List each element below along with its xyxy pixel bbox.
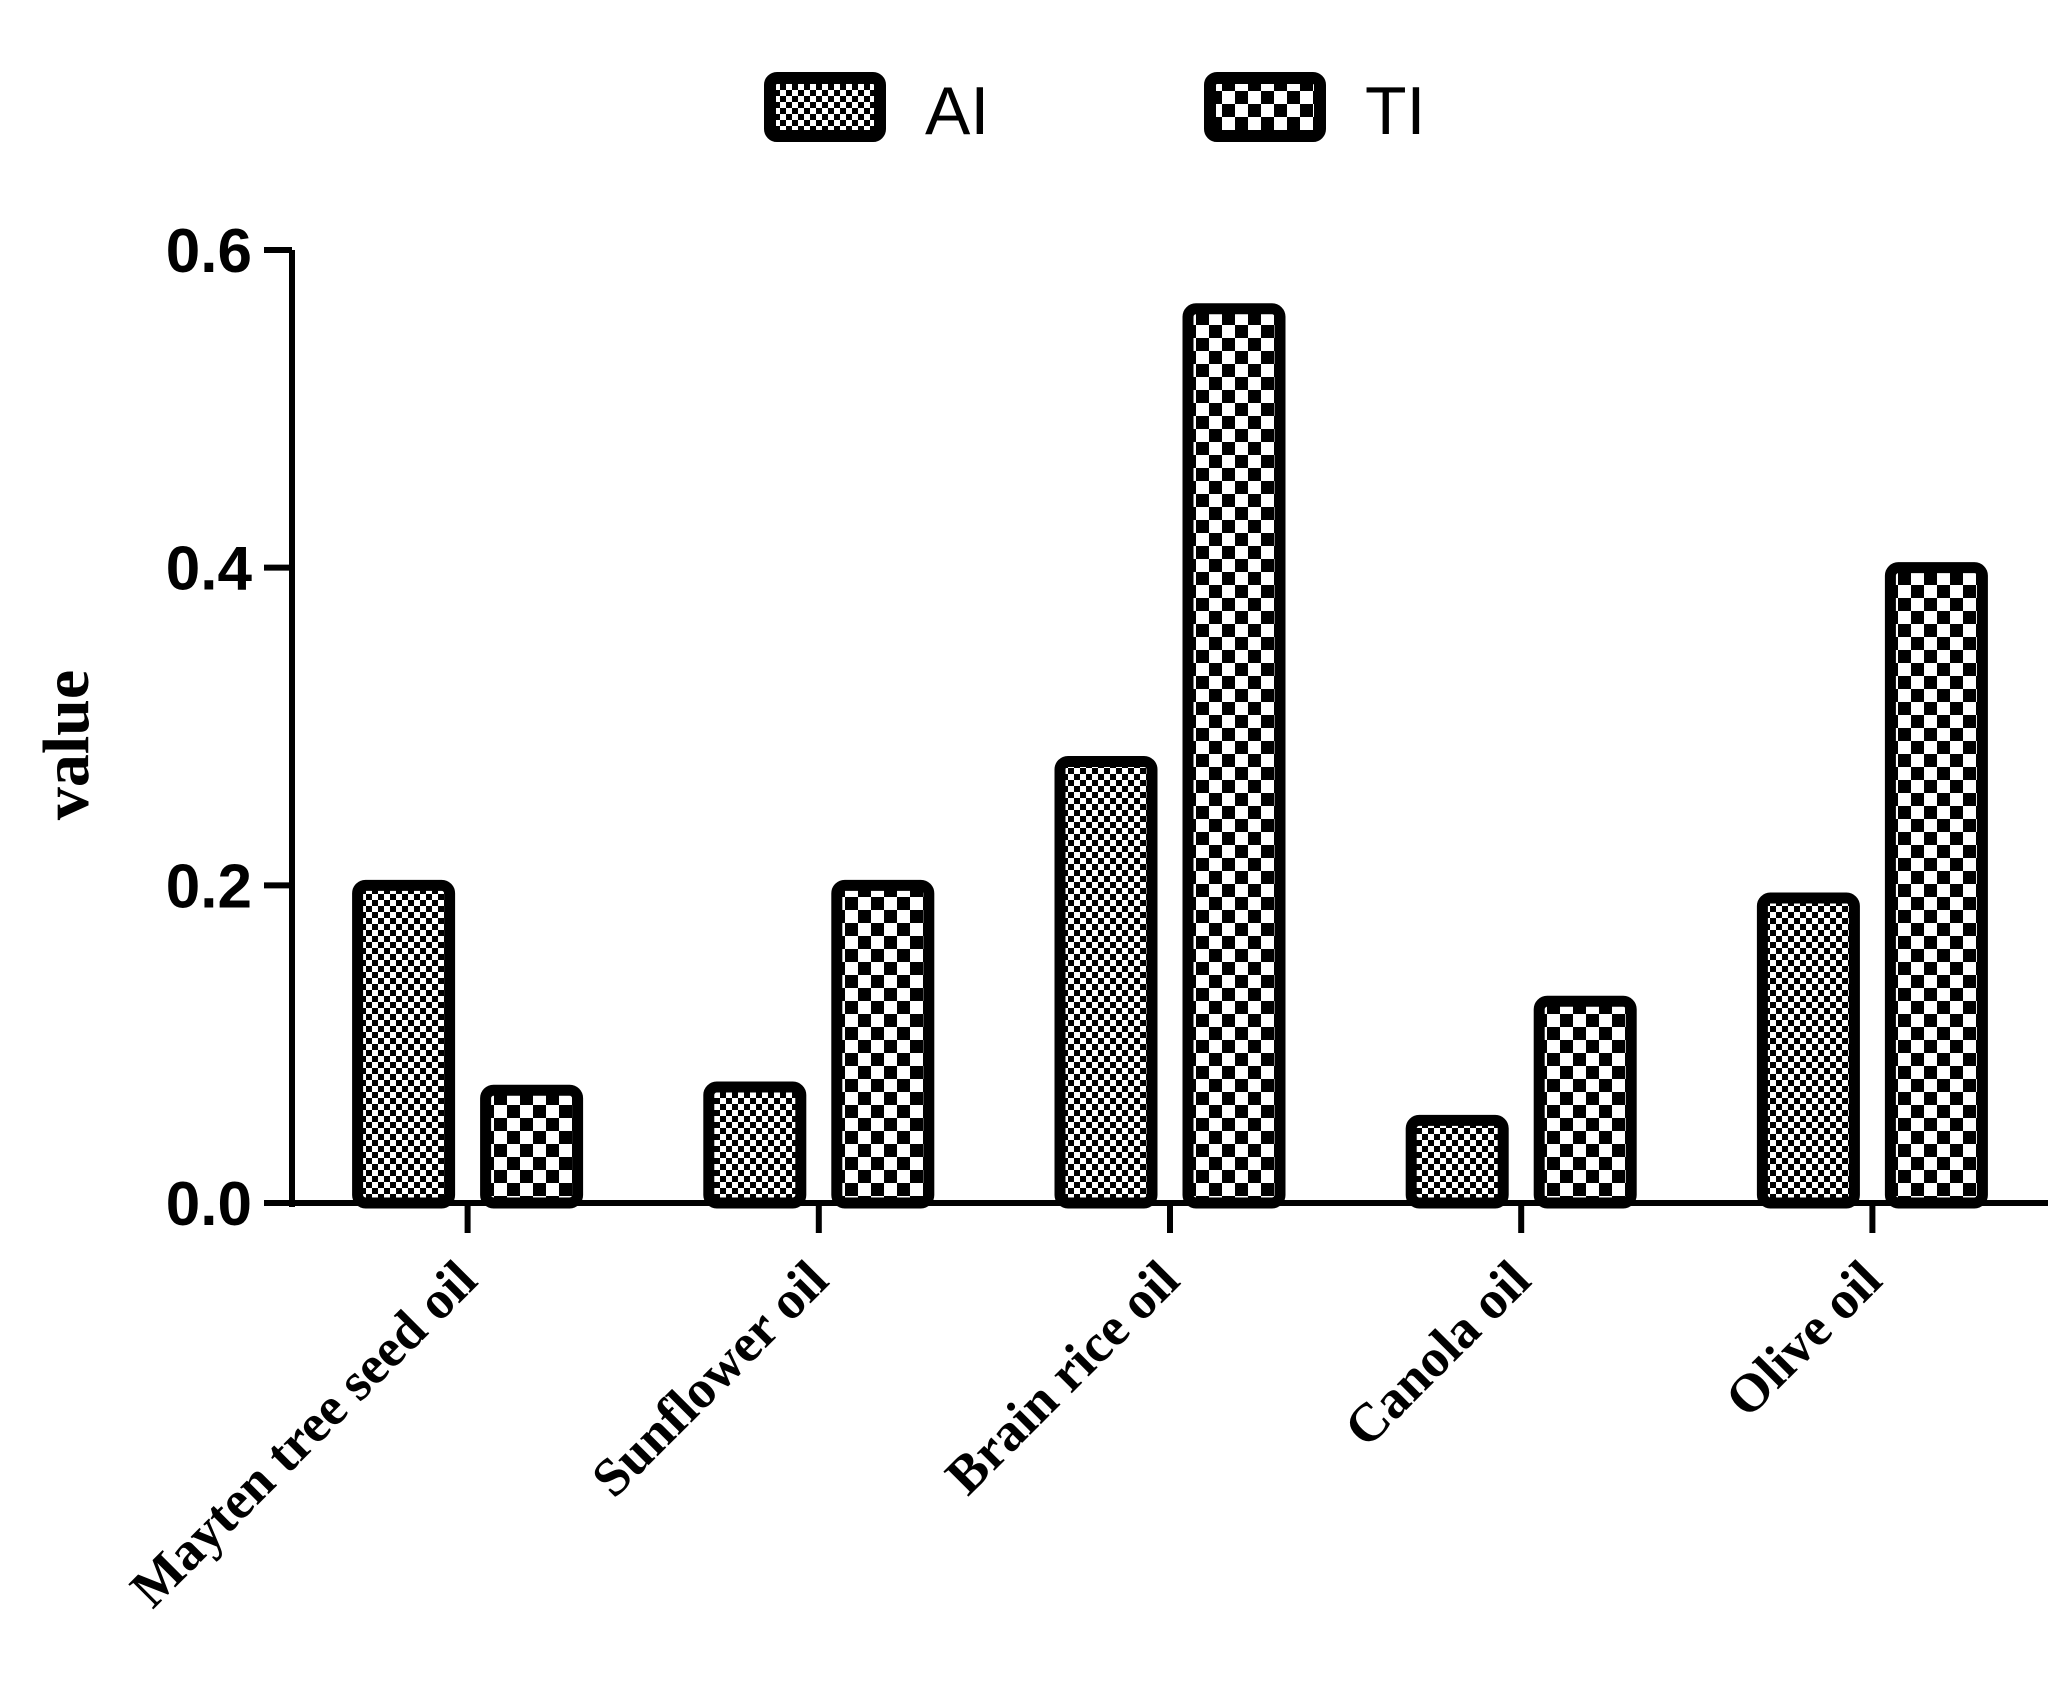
- bar-ai: [703, 1081, 807, 1209]
- legend-swatch-ai: [764, 72, 886, 142]
- legend-swatch-ti: [1204, 72, 1326, 142]
- bar-ai: [1054, 755, 1158, 1209]
- y-axis: 0.0 0.2 0.4 0.6: [166, 217, 295, 1239]
- bar-ti: [480, 1084, 584, 1209]
- bar-ti: [1182, 303, 1286, 1209]
- y-tick-label: 0.0: [166, 1170, 252, 1239]
- y-tick-label: 0.4: [166, 535, 253, 604]
- bar-ai: [352, 879, 456, 1209]
- legend-label-ai: AI: [925, 73, 989, 149]
- bar-ai: [1405, 1114, 1509, 1209]
- bar-ai: [1756, 892, 1860, 1209]
- legend: AI TI: [764, 72, 1425, 149]
- legend-label-ti: TI: [1365, 73, 1425, 149]
- x-tick-label: Brain rice oil: [934, 1249, 1191, 1506]
- bar-ti: [1884, 562, 1988, 1209]
- y-tick-label: 0.2: [166, 852, 252, 921]
- x-axis: Mayten tree seed oil Sunflower oil Brain r…: [119, 1200, 2048, 1618]
- y-axis-title: value: [30, 670, 103, 820]
- x-tick-label: Olive oil: [1714, 1249, 1893, 1428]
- y-tick-label: 0.6: [166, 217, 252, 286]
- x-tick-label: Mayten tree seed oil: [119, 1249, 488, 1618]
- x-tick-label: Canola oil: [1333, 1249, 1542, 1458]
- bar-ti: [831, 879, 935, 1209]
- bar-ti: [1533, 995, 1637, 1209]
- bars: [352, 303, 1988, 1209]
- x-tick-label: Sunflower oil: [580, 1249, 839, 1508]
